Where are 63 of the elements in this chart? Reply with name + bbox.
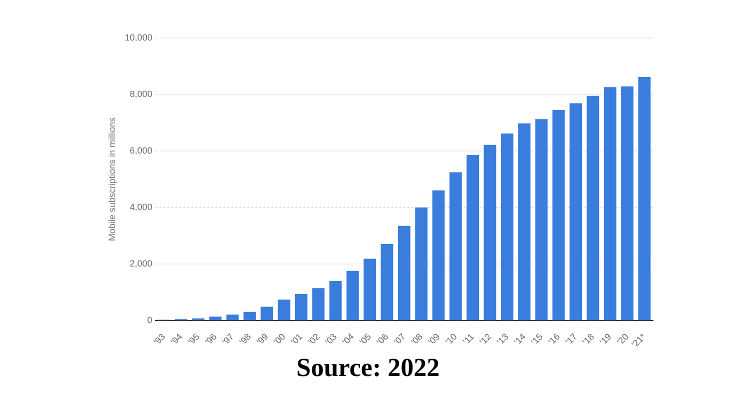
x-tick-label: '98: [238, 332, 253, 347]
bar: [621, 86, 634, 320]
bar: [449, 172, 462, 320]
x-tick-label: '17: [564, 332, 579, 347]
x-tick-label: '20: [615, 332, 630, 347]
x-tick-label: '19: [598, 332, 614, 347]
x-tick-label: '10: [443, 332, 459, 347]
x-tick-label: '96: [203, 332, 219, 347]
bar: [518, 123, 530, 320]
x-tick-label: '12: [478, 332, 494, 347]
bar: [329, 281, 342, 320]
x-tick-label: '08: [409, 332, 424, 347]
bar: [586, 96, 600, 320]
x-tick-label: '95: [186, 332, 202, 347]
bar: [570, 103, 582, 320]
bar: [398, 226, 410, 320]
y-tick-label: 0: [147, 315, 152, 326]
x-tick-label: '02: [306, 332, 322, 347]
x-tick-label: '99: [254, 332, 270, 347]
y-tick-label: 2,000: [130, 258, 152, 269]
x-tick-label: '97: [220, 332, 236, 347]
bar: [209, 316, 222, 320]
source-note: Source: 2022: [295, 353, 441, 383]
bar: [604, 87, 616, 320]
x-tick-label: '00: [272, 332, 288, 347]
y-tick-label: 6,000: [130, 146, 152, 156]
bar: [638, 77, 651, 320]
bar: [278, 300, 290, 320]
x-tick-label: '04: [340, 332, 356, 347]
bar: [380, 244, 394, 320]
bar: [346, 270, 359, 320]
bar: [552, 110, 565, 320]
bar: [484, 144, 496, 320]
bar: [500, 134, 514, 320]
y-tick-label: 4,000: [130, 202, 152, 212]
bar: [535, 119, 548, 320]
y-tick-label: 8,000: [130, 89, 152, 100]
x-tick-label: '01: [289, 332, 304, 347]
x-tick-label: '03: [323, 332, 339, 347]
bar: [364, 258, 376, 320]
y-tick-label: 10,000: [124, 32, 152, 42]
bar: [466, 154, 480, 320]
bar: [260, 306, 274, 320]
bar: [312, 288, 325, 320]
x-tick-label: '21*: [630, 331, 648, 350]
x-tick-label: '94: [168, 332, 184, 347]
bar: [295, 294, 308, 320]
x-tick-label: '13: [494, 332, 510, 347]
x-tick-label: '07: [392, 332, 408, 347]
y-axis-title: Mobile subscriptions in millions: [106, 117, 117, 242]
x-tick-label: '06: [374, 332, 390, 347]
bar: [244, 312, 256, 320]
x-tick-label: '14: [512, 332, 528, 347]
bar: [226, 314, 239, 320]
x-tick-label: '09: [426, 332, 442, 347]
bar: [415, 208, 428, 320]
x-tick-label: '16: [546, 332, 562, 347]
bar: [432, 190, 445, 320]
x-tick-label: '11: [461, 332, 476, 346]
x-tick-label: '15: [529, 332, 545, 347]
x-tick-label: '05: [358, 332, 374, 347]
x-tick-label: '18: [580, 332, 596, 347]
x-tick-label: '93: [152, 332, 168, 347]
